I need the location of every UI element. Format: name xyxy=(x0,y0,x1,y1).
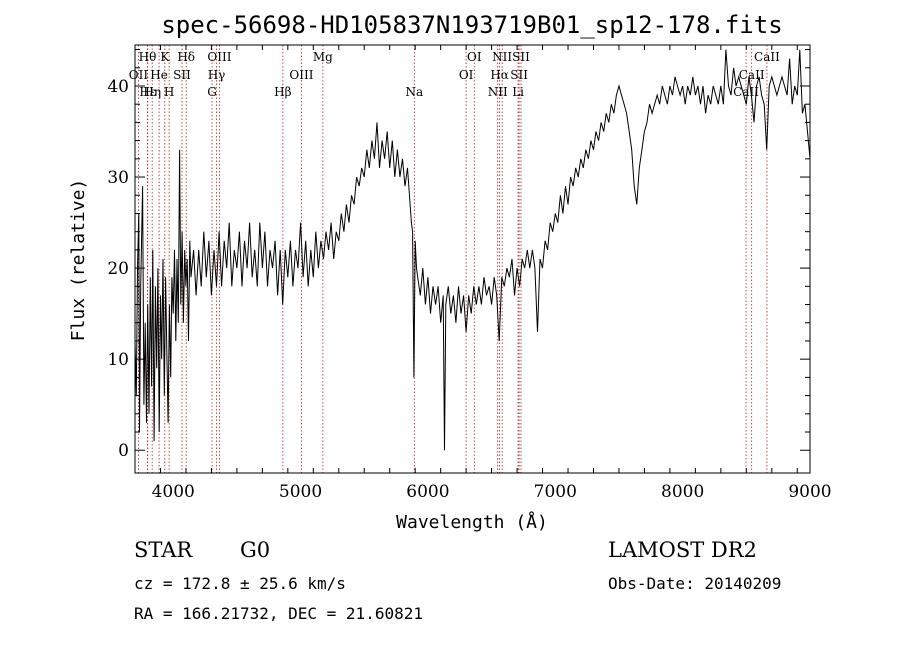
spectral-line-label: Na xyxy=(405,85,423,99)
spectral-line-label: OII xyxy=(129,68,149,82)
spectral-line-label: NII xyxy=(488,85,508,99)
y-tick-label: 20 xyxy=(107,259,129,279)
x-tick-label: 8000 xyxy=(661,482,704,502)
y-tick-label: 40 xyxy=(107,77,129,97)
survey-name: LAMOST DR2 xyxy=(608,538,757,562)
spectral-subclass: G0 xyxy=(240,538,271,562)
spectral-line-label: Hδ xyxy=(177,50,195,64)
x-tick-label: 7000 xyxy=(534,482,577,502)
x-tick-label: 6000 xyxy=(406,482,449,502)
spectral-line-label: Hβ xyxy=(274,85,291,99)
x-axis-ticks: 4000 5000 6000 7000 8000 9000 xyxy=(134,45,832,502)
x-tick-label: 9000 xyxy=(788,482,831,502)
spectral-line-label: H xyxy=(164,85,174,99)
spectral-line-label: OI xyxy=(467,50,482,64)
spectral-line-label: SII xyxy=(510,68,528,82)
spectral-line-label: Mg xyxy=(313,50,333,64)
spectral-line-label: Hθ xyxy=(139,50,157,64)
spectral-line-markers xyxy=(138,45,768,473)
spectral-line-label: Hα xyxy=(490,68,509,82)
spectral-line-label: SII xyxy=(512,50,530,64)
y-axis-ticks: 0 10 20 30 40 xyxy=(107,49,810,461)
spectral-line-label: Hη xyxy=(143,85,161,99)
y-tick-label: 10 xyxy=(107,350,129,370)
spectrum-line xyxy=(134,49,811,451)
spectral-line-label: He xyxy=(150,68,168,82)
x-axis-label: Wavelength (Å) xyxy=(396,511,548,533)
object-class: STAR xyxy=(134,538,193,562)
sky-coordinates: RA = 166.21732, DEC = 21.60821 xyxy=(134,604,423,623)
y-axis-label: Flux (relative) xyxy=(68,179,89,342)
plot-frame xyxy=(134,44,811,474)
spectral-line-label: CaII xyxy=(739,68,765,82)
spectral-line-label: OI xyxy=(459,68,474,82)
chart-title: spec-56698-HD105837N193719B01_sp12-178.f… xyxy=(161,11,782,39)
spectral-line-label: Li xyxy=(512,85,524,99)
x-tick-label: 5000 xyxy=(279,482,322,502)
spectral-line-label: K xyxy=(160,50,170,64)
spectral-line-label: Hγ xyxy=(208,68,226,82)
spectral-line-label: SII xyxy=(173,68,191,82)
spectral-line-label: NII xyxy=(492,50,512,64)
y-tick-label: 0 xyxy=(118,441,129,461)
spectral-line-label: OIII xyxy=(289,68,313,82)
spectral-line-label: G xyxy=(207,85,217,99)
observation-date: Obs-Date: 20140209 xyxy=(608,574,782,593)
spectral-line-label: CaII xyxy=(754,50,780,64)
y-tick-label: 30 xyxy=(107,168,129,188)
x-tick-label: 4000 xyxy=(152,482,195,502)
redshift-value: cz = 172.8 ± 25.6 km/s xyxy=(134,574,346,593)
spectral-line-label: Hε xyxy=(139,85,156,99)
spectral-line-label: CaII xyxy=(733,85,759,99)
spectral-line-label: OIII xyxy=(207,50,231,64)
